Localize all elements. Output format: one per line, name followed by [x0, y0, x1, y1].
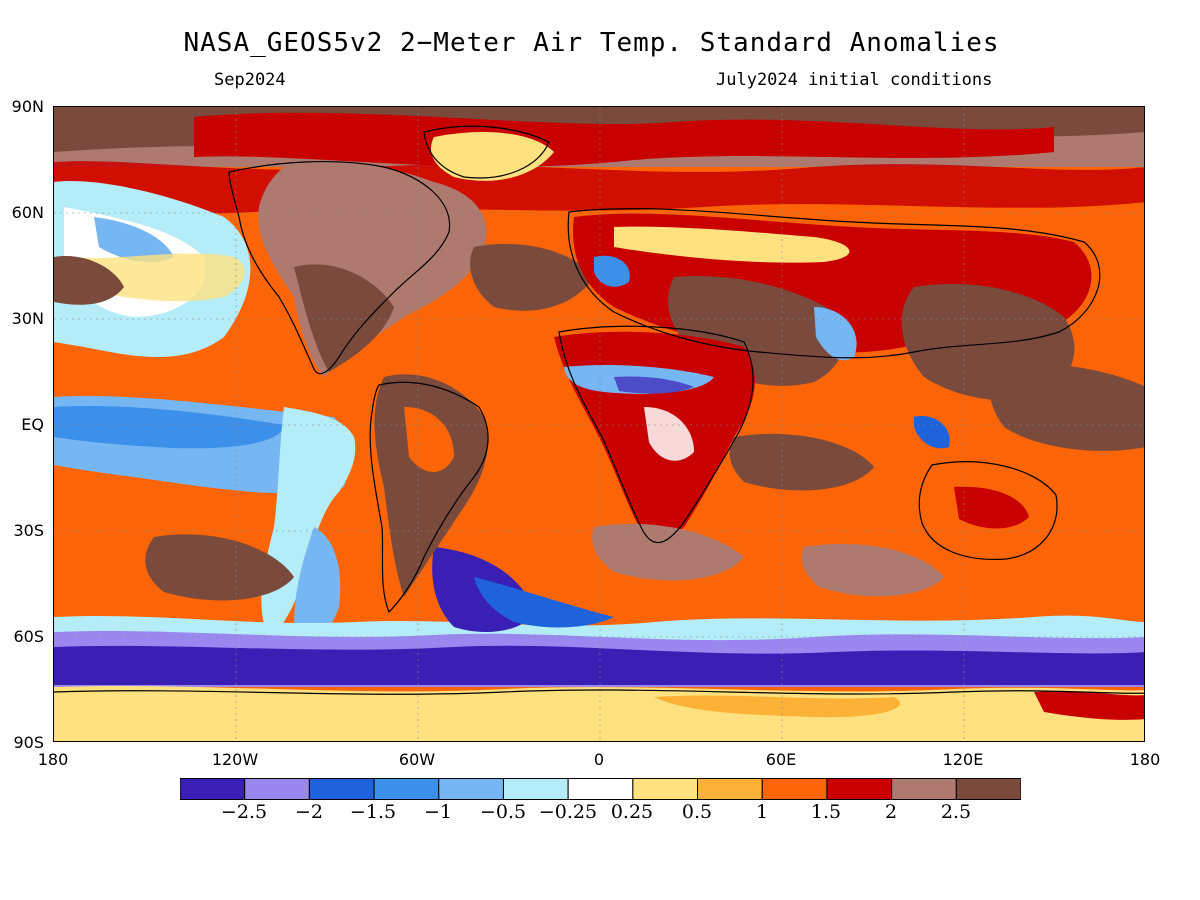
lat-label-eq: EQ: [21, 415, 44, 434]
siberia-yellow-streak: [614, 226, 850, 263]
lon-label-120e: 120E: [942, 750, 984, 769]
colorbar-swatch: [308, 778, 375, 800]
colorbar-swatches: [180, 778, 1021, 800]
colorbar-label: −2: [294, 801, 324, 823]
coastlines: [54, 125, 1144, 695]
lat-label-30s: 30S: [13, 521, 44, 540]
colorbar-swatch: [244, 778, 310, 800]
australia-coast: [918, 461, 1058, 561]
colorbar-swatch: [891, 778, 957, 800]
lon-label-120w: 120W: [211, 750, 259, 769]
east-pacific-blue-south: [294, 527, 341, 638]
colorbar-swatch: [761, 778, 828, 800]
colorbar-swatch: [955, 778, 1021, 800]
southern-ocean-indigo: [54, 645, 1144, 685]
colorbar-swatch: [632, 778, 699, 800]
graticule: [54, 107, 1144, 741]
maritime-blue-patch: [914, 416, 950, 449]
central-pacific-brown: [54, 256, 124, 305]
colorbar-label: −2.5: [220, 801, 268, 823]
eurasia-coast: [567, 208, 1101, 359]
anomaly-map-canvas: [54, 107, 1144, 741]
south-america-brown: [374, 374, 488, 597]
north-america-coast: [228, 160, 451, 375]
antarctica-red-patch: [1034, 691, 1144, 720]
south-atlantic-brown: [592, 523, 744, 581]
colorbar-swatch: [438, 778, 504, 800]
colorbar-swatch: [373, 778, 440, 800]
west-pacific-brown: [989, 363, 1144, 451]
north-america-dark: [294, 264, 394, 372]
lat-label-90s: 90S: [13, 733, 44, 752]
lon-label-60e: 60E: [765, 750, 797, 769]
equatorial-pacific-blue: [54, 406, 284, 449]
greenland-coast: [423, 125, 550, 179]
indian-ocean-brown: [729, 433, 874, 491]
colorbar-label: 1.5: [810, 801, 842, 823]
north-atlantic-brown: [470, 243, 594, 311]
lat-label-30n: 30N: [11, 309, 44, 328]
colorbar-swatch: [180, 778, 246, 800]
map-title: NASA_GEOS5v2 2−Meter Air Temp. Standard …: [183, 28, 1000, 58]
arctic-red-patch: [194, 112, 1054, 167]
lat-label-90n: 90N: [11, 97, 44, 116]
south-pacific-brown: [145, 534, 294, 601]
colorbar-label: −1.5: [349, 801, 397, 823]
india-blue-patch: [814, 307, 857, 361]
colorbar-label: 2: [884, 801, 898, 823]
anomaly-map: [53, 106, 1145, 742]
amazon-orange: [404, 407, 454, 472]
antarctica-yellow: [54, 685, 1144, 741]
lat-label-60n: 60N: [11, 203, 44, 222]
antarctica-orange-patch: [654, 695, 901, 718]
colorbar-label: 2.5: [940, 801, 972, 823]
colorbar: [180, 778, 1021, 800]
africa-coast: [558, 325, 754, 544]
sahel-indigo: [614, 376, 694, 394]
south-indian-brown: [801, 543, 944, 597]
colorbar-label: 1: [755, 801, 769, 823]
colorbar-label: −1: [423, 801, 453, 823]
colorbar-swatch: [567, 778, 634, 800]
australia-red: [954, 486, 1029, 529]
north-pacific-blue: [94, 217, 174, 263]
colorbar-label: −0.5: [479, 801, 527, 823]
lon-label-180w: 180: [37, 750, 69, 769]
south-atlantic-blue: [474, 577, 614, 628]
colorbar-swatch: [502, 778, 569, 800]
colorbar-swatch: [697, 778, 763, 800]
colorbar-swatch: [826, 778, 893, 800]
europe-blue-patch: [594, 255, 630, 287]
lon-label-180e: 180: [1129, 750, 1161, 769]
lon-label-0: 0: [593, 750, 605, 769]
colorbar-label: 0.25: [610, 801, 654, 823]
central-africa-white: [644, 407, 694, 461]
lat-label-60s: 60S: [13, 627, 44, 646]
south-america-coast: [369, 381, 489, 614]
lon-label-60w: 60W: [398, 750, 436, 769]
forecast-month: Sep2024: [214, 70, 286, 90]
antarctica-coast: [54, 689, 1144, 695]
colorbar-label: −0.25: [538, 801, 598, 823]
colorbar-label: 0.5: [681, 801, 713, 823]
initial-conditions: July2024 initial conditions: [716, 70, 993, 90]
